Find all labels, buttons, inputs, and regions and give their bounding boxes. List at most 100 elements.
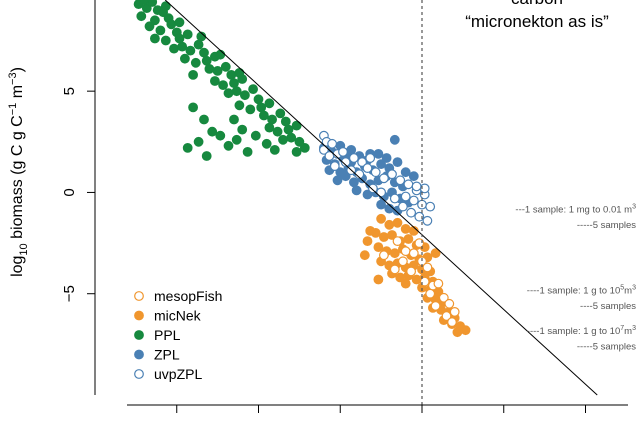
point-ppl bbox=[229, 78, 239, 88]
point-ppl bbox=[185, 45, 196, 56]
point-uvpzpl bbox=[357, 157, 368, 168]
point-mesopfish bbox=[447, 317, 457, 328]
point-zpl bbox=[346, 144, 357, 155]
point-ppl bbox=[283, 124, 294, 135]
legend-label-mesopfish: mesopFish bbox=[154, 288, 222, 304]
y-axis-title-sub: 10 bbox=[18, 243, 30, 255]
point-zpl bbox=[389, 134, 400, 145]
point-ppl bbox=[193, 136, 204, 147]
point-zpl bbox=[400, 167, 411, 178]
point-mesopfish bbox=[389, 264, 400, 275]
point-ppl bbox=[174, 17, 185, 28]
point-zpl bbox=[376, 199, 387, 210]
y-tick-label: −5 bbox=[61, 285, 78, 302]
point-ppl bbox=[149, 33, 160, 44]
point-ppl bbox=[174, 33, 185, 44]
point-uvpzpl bbox=[411, 181, 422, 192]
point-ppl bbox=[269, 144, 280, 155]
point-uvpzpl bbox=[376, 187, 387, 198]
point-ppl bbox=[267, 114, 278, 125]
point-zpl bbox=[408, 171, 419, 182]
point-zpl bbox=[340, 171, 351, 182]
point-mesopfish bbox=[379, 250, 389, 261]
header-line-1: carbon bbox=[511, 0, 563, 8]
point-ppl bbox=[182, 29, 193, 40]
point-ppl bbox=[190, 57, 201, 68]
sampling-note: ----1 sample: 1 g to 107m3 bbox=[527, 325, 636, 337]
point-ppl bbox=[204, 63, 215, 74]
point-ppl bbox=[278, 134, 288, 145]
point-ppl bbox=[188, 69, 199, 80]
point-uvpzpl bbox=[403, 179, 414, 190]
sampling-note: ----1 sample: 1 g to 105m3 bbox=[527, 285, 636, 297]
point-ppl bbox=[179, 53, 190, 64]
y-axis-title: log10 biomass (g C g C−1 m−3) bbox=[7, 67, 30, 277]
point-mesopfish bbox=[392, 236, 403, 247]
point-ppl bbox=[149, 15, 160, 26]
point-ppl bbox=[272, 126, 283, 137]
y-axis-title-log: log bbox=[9, 256, 26, 277]
point-micnek bbox=[359, 250, 370, 261]
point-ppl bbox=[160, 35, 171, 46]
point-ppl bbox=[136, 11, 147, 22]
point-ppl bbox=[193, 39, 204, 50]
point-micnek bbox=[373, 274, 384, 285]
point-ppl bbox=[201, 55, 212, 66]
y-axis-title-end: ) bbox=[9, 67, 26, 72]
point-ppl bbox=[280, 116, 291, 127]
point-micnek bbox=[400, 223, 411, 234]
point-micnek bbox=[392, 217, 403, 228]
point-mesopfish bbox=[425, 288, 436, 299]
point-mesopfish bbox=[398, 256, 408, 267]
point-ppl bbox=[215, 49, 226, 60]
point-ppl bbox=[220, 61, 231, 72]
point-ppl bbox=[231, 86, 242, 97]
point-uvpzpl bbox=[422, 215, 433, 226]
point-ppl bbox=[201, 151, 212, 161]
legend-label-zpl: ZPL bbox=[154, 347, 180, 363]
point-ppl bbox=[188, 102, 199, 113]
point-uvpzpl bbox=[400, 191, 411, 202]
point-zpl bbox=[381, 153, 392, 163]
point-mesopfish bbox=[430, 301, 441, 311]
header-line-2: “micronekton as is” bbox=[465, 12, 609, 31]
point-ppl bbox=[264, 122, 275, 133]
point-uvpzpl bbox=[362, 163, 373, 174]
point-ppl bbox=[144, 21, 155, 32]
point-ppl bbox=[291, 146, 302, 157]
point-micnek bbox=[403, 234, 414, 244]
point-ppl bbox=[237, 124, 248, 135]
point-ppl bbox=[261, 138, 272, 149]
point-ppl bbox=[199, 114, 209, 125]
point-micnek bbox=[400, 278, 411, 289]
y-axis-title-mid: m bbox=[9, 85, 26, 103]
point-ppl bbox=[259, 110, 269, 121]
point-micnek bbox=[460, 325, 471, 336]
point-uvpzpl bbox=[389, 193, 400, 204]
point-uvpzpl bbox=[338, 146, 348, 157]
point-zpl bbox=[332, 175, 343, 186]
point-ppl bbox=[223, 140, 234, 151]
point-ppl bbox=[264, 98, 275, 109]
point-ppl bbox=[239, 90, 250, 101]
point-ppl bbox=[209, 76, 220, 86]
point-micnek bbox=[411, 274, 422, 285]
legend-marker-uvpzpl bbox=[134, 369, 144, 379]
sampling-note: ---1 sample: 1 mg to 0.01 m3 bbox=[515, 204, 636, 216]
point-micnek bbox=[389, 248, 400, 259]
point-uvpzpl bbox=[340, 157, 351, 168]
point-zpl bbox=[384, 203, 395, 214]
legend: mesopFish micNek PPL ZPL uvpZPL bbox=[134, 288, 222, 382]
point-ppl bbox=[234, 100, 245, 111]
point-zpl bbox=[373, 148, 384, 159]
point-ppl bbox=[223, 88, 234, 99]
point-micnek bbox=[430, 248, 441, 259]
point-ppl bbox=[226, 69, 237, 80]
point-ppl bbox=[166, 19, 177, 30]
point-ppl bbox=[299, 142, 310, 153]
point-mesopfish bbox=[438, 292, 449, 303]
point-micnek bbox=[362, 236, 373, 247]
point-micnek bbox=[365, 225, 376, 236]
point-uvpzpl bbox=[395, 175, 406, 186]
